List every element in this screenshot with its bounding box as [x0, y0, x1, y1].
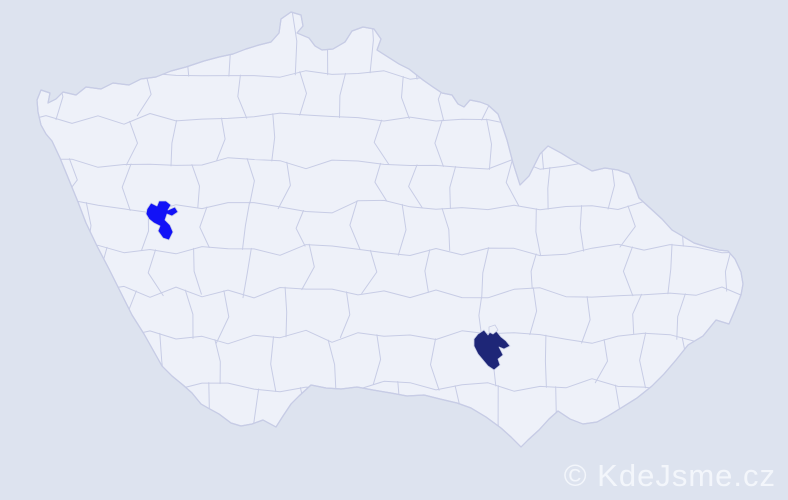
highlighted-district-west[interactable] — [145, 200, 179, 241]
inner-district-notch[interactable] — [488, 324, 499, 335]
country-border — [36, 11, 744, 448]
watermark: © KdeJsme.cz — [563, 458, 776, 493]
